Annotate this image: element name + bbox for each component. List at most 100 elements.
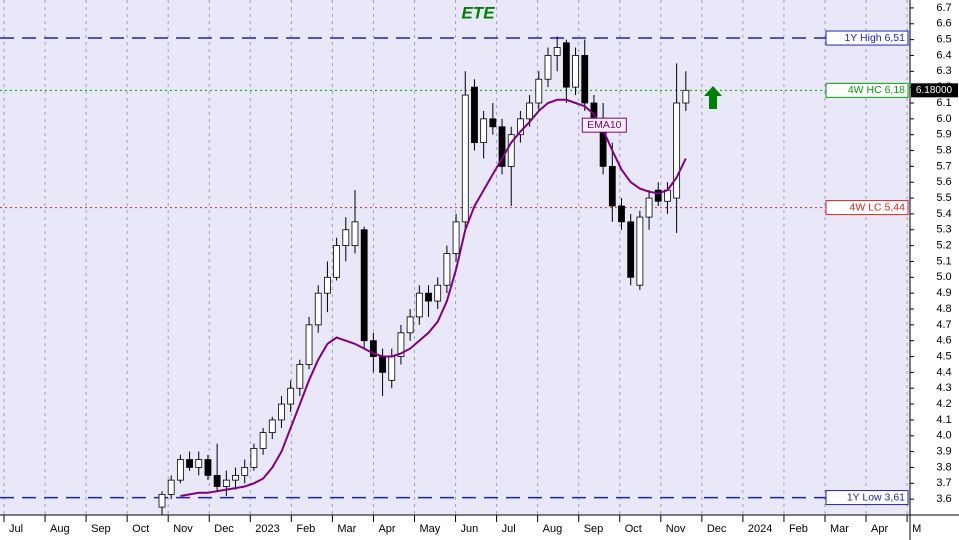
x-tick-label: Oct	[625, 523, 642, 535]
y-tick-label: 6.6	[936, 18, 951, 30]
candle-body	[618, 205, 625, 223]
y-tick-label: 4.5	[936, 350, 951, 362]
level-label-box	[825, 82, 909, 98]
price-tag: 6.18000	[916, 85, 953, 96]
y-tick-label: 3.8	[936, 461, 951, 473]
y-tick-label: 5.6	[936, 176, 951, 188]
y-tick-label: 4.9	[936, 287, 951, 299]
candle-body	[636, 216, 644, 286]
level-label-box	[825, 490, 909, 506]
level-label-box	[825, 30, 909, 46]
candle-body	[213, 474, 221, 487]
candle-body	[186, 459, 193, 468]
candle-body	[526, 102, 533, 120]
y-tick-label: 3.9	[936, 446, 951, 458]
y-tick-label: 6.4	[936, 49, 951, 61]
y-tick-label: 6.3	[936, 65, 951, 77]
level-label: 1Y High 6,51	[844, 32, 905, 44]
y-tick-label: 4.3	[936, 382, 951, 394]
candle-body	[232, 474, 239, 481]
y-tick-label: 5.3	[936, 224, 951, 236]
y-tick-label: 5.7	[936, 160, 951, 172]
x-tick-label: Oct	[132, 523, 149, 535]
y-tick-label: 4.8	[936, 303, 951, 315]
candle-body	[572, 55, 579, 88]
candle-body	[406, 316, 414, 334]
candle-body	[627, 221, 635, 278]
x-tick-label: Apr	[871, 523, 888, 535]
y-tick-label: 5.8	[936, 144, 951, 156]
level-label: 1Y Low 3,61	[847, 491, 905, 503]
x-tick-label: Jun	[461, 523, 479, 535]
candle-body	[314, 292, 322, 326]
candle-body	[287, 387, 295, 405]
candle-body	[452, 221, 460, 254]
y-tick-label: 4.7	[936, 319, 951, 331]
y-tick-label: 4.4	[936, 366, 951, 378]
candle-body	[682, 89, 690, 104]
candle-body	[259, 432, 267, 449]
x-tick-label: 2024	[748, 523, 772, 535]
series-label: EMA10	[587, 119, 622, 131]
y-tick-label: 5.2	[936, 240, 951, 252]
x-tick-label: Aug	[543, 523, 563, 535]
candle-body	[333, 245, 341, 278]
y-tick-label: 3.6	[936, 493, 951, 505]
candle-body	[535, 78, 543, 104]
candle-body	[324, 276, 331, 294]
candle-body	[360, 229, 368, 342]
x-tick-label: Mar	[830, 523, 849, 535]
candle-body	[379, 356, 386, 373]
candle-body	[489, 118, 497, 128]
y-tick-label: 5.1	[936, 255, 951, 267]
candle-body	[654, 189, 662, 202]
candle-body	[204, 459, 212, 476]
candle-body	[425, 292, 432, 302]
x-tick-label: Dec	[214, 523, 234, 535]
candle-body	[498, 126, 506, 167]
y-tick-label: 4.2	[936, 398, 951, 410]
y-tick-label: 6.5	[936, 34, 951, 46]
x-tick-label: Feb	[789, 523, 808, 535]
x-tick-label: Nov	[666, 523, 686, 535]
y-tick-label: 4.6	[936, 335, 951, 347]
candle-body	[434, 284, 442, 302]
candle-body	[241, 467, 249, 476]
x-tick-label: Dec	[707, 523, 727, 535]
level-label-box	[825, 200, 909, 216]
candle-body	[250, 448, 258, 468]
candle-body	[176, 459, 184, 481]
candle-body	[553, 47, 561, 56]
candle-body	[608, 165, 616, 207]
x-tick-label: Nov	[173, 523, 193, 535]
candle-body	[388, 356, 396, 381]
candle-body	[480, 118, 488, 144]
candle-body	[645, 197, 653, 218]
x-tick-label: Sep	[584, 523, 604, 535]
candle-body	[351, 221, 359, 247]
candle-body	[471, 86, 478, 144]
x-tick-label: Mar	[337, 523, 356, 535]
x-tick-label: Jul	[502, 523, 516, 535]
y-tick-label: 5.4	[936, 208, 951, 220]
up-arrow	[704, 86, 722, 109]
series-label-box	[581, 117, 627, 133]
candle-body	[167, 479, 175, 495]
y-tick-label: 3.7	[936, 477, 951, 489]
y-tick-label: 5.9	[936, 129, 951, 141]
level-label: 4W HC 6,18	[848, 84, 905, 96]
candle-body	[158, 493, 166, 508]
candle-body	[268, 419, 276, 433]
candle-body	[581, 55, 589, 104]
plot-area	[0, 0, 910, 515]
y-tick-label: 5.0	[936, 271, 951, 283]
candle-body	[443, 253, 451, 286]
level-label: 4W LC 5,44	[850, 201, 906, 213]
price-tag-box	[911, 83, 958, 98]
candle-body	[507, 134, 515, 167]
chart-title: ETE	[461, 3, 495, 22]
y-tick-label: 6.0	[936, 113, 951, 125]
x-tick-label: M	[912, 523, 921, 535]
candle-body	[415, 292, 423, 318]
